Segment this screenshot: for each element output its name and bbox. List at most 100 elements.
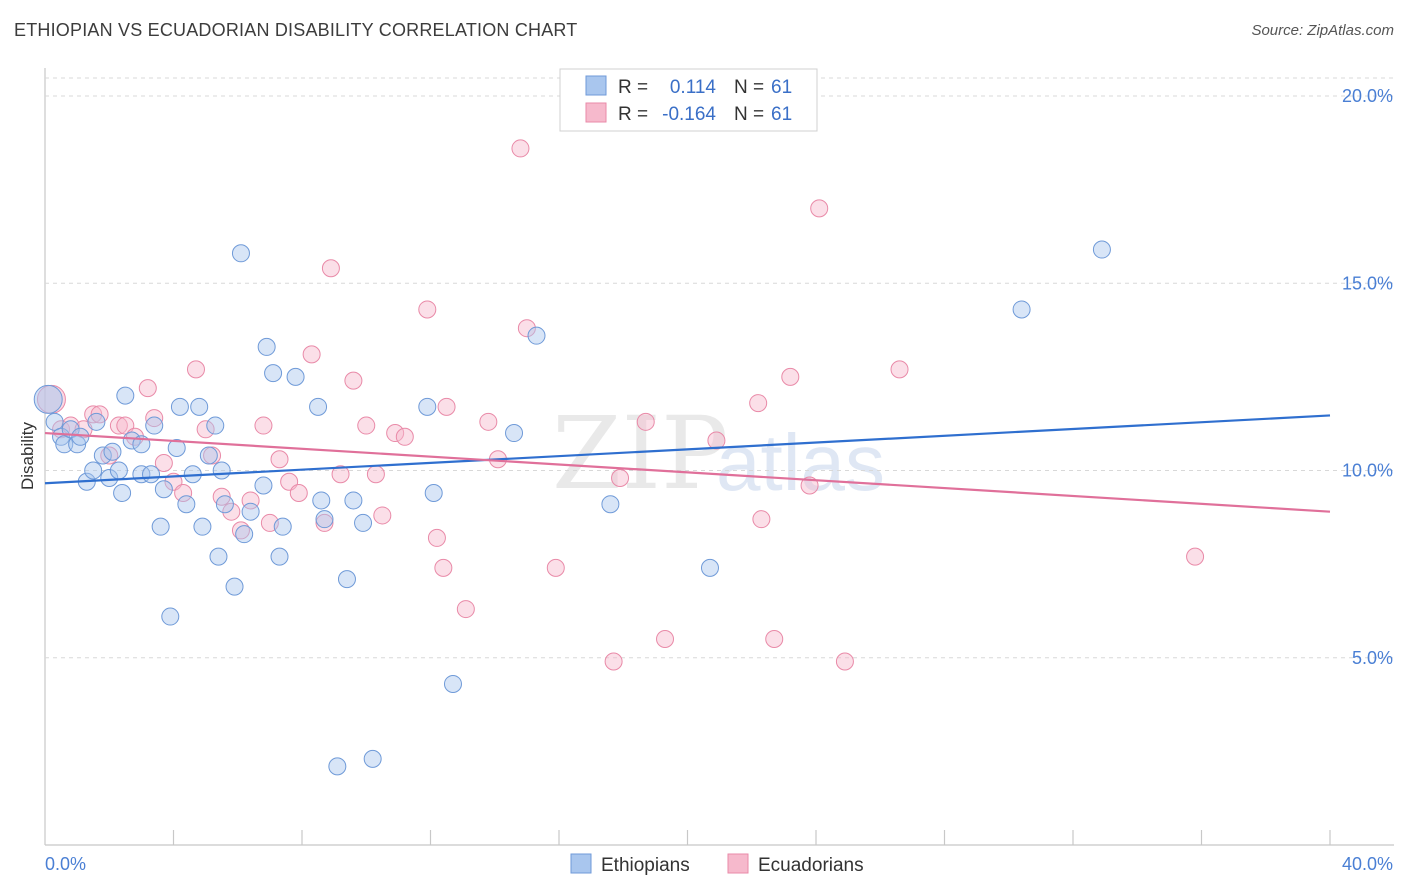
data-point xyxy=(1012,300,1031,319)
data-point xyxy=(604,652,623,671)
data-point xyxy=(800,476,819,495)
data-point xyxy=(145,416,164,435)
data-point xyxy=(270,547,289,566)
data-point xyxy=(315,510,334,529)
data-point xyxy=(170,397,189,416)
data-point xyxy=(116,386,135,405)
data-point xyxy=(215,495,234,514)
data-point xyxy=(700,558,719,577)
y-tick-label: 20.0% xyxy=(1342,86,1393,106)
watermark-atlas: atlas xyxy=(716,418,885,507)
data-point xyxy=(315,513,334,532)
data-point xyxy=(363,749,382,768)
y-tick-labels: 5.0% 10.0% 15.0% 20.0% xyxy=(1342,86,1393,668)
data-point xyxy=(264,364,283,383)
data-point xyxy=(222,502,241,521)
data-point xyxy=(443,674,462,693)
gridlines xyxy=(45,77,1394,659)
data-point xyxy=(93,446,112,465)
data-point xyxy=(656,630,675,649)
correlation-legend: R = 0.114 N = 61 R = -0.164 N = 61 xyxy=(559,68,818,132)
data-point xyxy=(437,397,456,416)
data-point xyxy=(235,525,254,544)
data-point xyxy=(154,454,173,473)
data-point xyxy=(100,468,119,487)
ecuadorians-trend-line xyxy=(44,431,1331,513)
data-point xyxy=(167,439,186,458)
data-point xyxy=(273,517,292,536)
data-point xyxy=(386,424,405,443)
legend-r-label-2: R = xyxy=(618,104,648,125)
legend-swatch-ecuadorians xyxy=(585,102,607,123)
data-point xyxy=(749,394,768,413)
data-point xyxy=(209,547,228,566)
data-point xyxy=(174,483,193,502)
data-point xyxy=(427,528,446,547)
data-point xyxy=(601,495,620,514)
ethiopians-points xyxy=(33,240,1111,776)
data-point xyxy=(225,577,244,596)
data-point xyxy=(286,367,305,386)
data-point xyxy=(289,483,308,502)
data-point xyxy=(257,337,276,356)
data-point xyxy=(781,367,800,386)
data-point xyxy=(344,491,363,510)
trend-lines xyxy=(44,414,1331,513)
data-point xyxy=(309,397,328,416)
data-point xyxy=(270,450,289,469)
data-point xyxy=(366,465,385,484)
watermark-zip: ZIP xyxy=(552,395,728,512)
data-point xyxy=(196,420,215,439)
data-point xyxy=(113,483,132,502)
data-point xyxy=(1186,547,1205,566)
data-point xyxy=(418,397,437,416)
data-point xyxy=(611,468,630,487)
data-point xyxy=(546,558,565,577)
data-point xyxy=(835,652,854,671)
data-point xyxy=(424,483,443,502)
data-point xyxy=(434,558,453,577)
data-point xyxy=(109,416,128,435)
data-point xyxy=(186,360,205,379)
data-point xyxy=(33,384,63,414)
data-point xyxy=(138,379,157,398)
legend-r-value-1: 0.114 xyxy=(670,77,717,98)
bottom-legend-label-ecuadorians: Ecuadorians xyxy=(758,855,864,876)
legend-n-value-1: 61 xyxy=(771,77,792,98)
legend-swatch-ethiopians xyxy=(585,75,607,96)
data-point xyxy=(161,607,180,626)
data-point xyxy=(373,506,392,525)
data-point xyxy=(344,371,363,390)
x-tick-label-min: 0.0% xyxy=(45,854,86,874)
y-tick-label: 15.0% xyxy=(1342,273,1393,293)
data-point xyxy=(636,412,655,431)
data-point xyxy=(84,461,103,480)
data-point xyxy=(142,465,161,484)
data-point xyxy=(302,345,321,364)
bottom-legend-swatch-ethiopians xyxy=(570,853,592,874)
bottom-legend-label-ethiopians: Ethiopians xyxy=(601,855,690,876)
data-point xyxy=(810,199,829,218)
data-point xyxy=(328,757,347,776)
data-point xyxy=(321,259,340,278)
data-point xyxy=(231,244,250,263)
x-tick-marks xyxy=(172,830,1331,845)
data-point xyxy=(71,427,90,446)
data-point xyxy=(254,476,273,495)
data-point xyxy=(103,442,122,461)
data-point xyxy=(357,416,376,435)
legend-r-value-2: -0.164 xyxy=(662,104,716,125)
data-point xyxy=(331,465,350,484)
legend-n-label-2: N = xyxy=(734,104,764,125)
bottom-legend-swatch-ecuadorians xyxy=(727,853,749,874)
data-point xyxy=(87,412,106,431)
data-point xyxy=(206,416,225,435)
data-point xyxy=(154,480,173,499)
data-point xyxy=(109,461,128,480)
data-point xyxy=(212,461,231,480)
data-point xyxy=(517,319,536,338)
data-point xyxy=(505,424,524,443)
data-point xyxy=(418,300,437,319)
series-legend: Ethiopians Ecuadorians xyxy=(570,853,864,876)
